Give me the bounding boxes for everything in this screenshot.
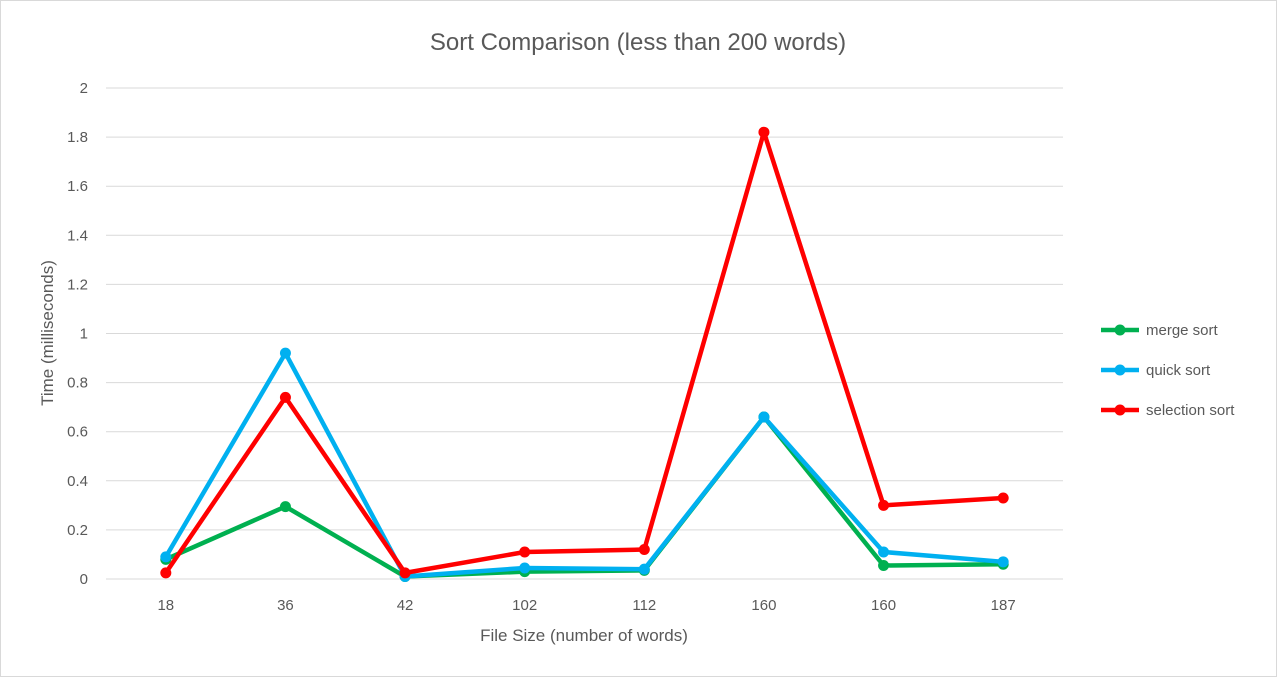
data-point bbox=[758, 126, 770, 138]
chart-title: Sort Comparison (less than 200 words) bbox=[430, 29, 846, 56]
x-tick-label: 42 bbox=[397, 597, 414, 614]
data-point bbox=[878, 559, 890, 571]
y-tick-label: 0.2 bbox=[67, 522, 88, 539]
gridlines bbox=[106, 87, 1063, 580]
legend-item: selection sort bbox=[1101, 402, 1235, 419]
y-tick-label: 0.6 bbox=[67, 424, 88, 441]
data-point bbox=[279, 347, 291, 359]
x-tick-label: 160 bbox=[871, 597, 896, 614]
data-point bbox=[279, 391, 291, 403]
legend-swatch-marker bbox=[1114, 324, 1126, 336]
data-point bbox=[399, 567, 411, 579]
x-tick-label: 160 bbox=[751, 597, 776, 614]
y-tick-label: 1.2 bbox=[67, 276, 88, 293]
legend: merge sort quick sort selection sort bbox=[1101, 322, 1235, 419]
data-point bbox=[878, 546, 890, 558]
y-axis-title: Time (milliseconds) bbox=[38, 260, 57, 406]
x-tick-label: 18 bbox=[157, 597, 174, 614]
legend-item: merge sort bbox=[1101, 322, 1219, 339]
y-tick-label: 1.4 bbox=[67, 227, 88, 244]
legend-swatch-marker bbox=[1114, 404, 1126, 416]
y-tick-label: 1 bbox=[80, 326, 88, 343]
y-tick-label: 0 bbox=[80, 571, 88, 588]
y-tick-label: 0.8 bbox=[67, 375, 88, 392]
series-line bbox=[163, 350, 1006, 579]
legend-label: selection sort bbox=[1146, 402, 1235, 419]
data-point bbox=[878, 499, 890, 511]
series-selection-sort bbox=[160, 126, 1009, 579]
legend-swatch-marker bbox=[1114, 364, 1126, 376]
y-tick-label: 0.4 bbox=[67, 473, 88, 490]
data-point bbox=[997, 492, 1009, 504]
series-lines bbox=[160, 126, 1009, 583]
data-point bbox=[638, 544, 650, 556]
y-tick-label: 2 bbox=[80, 80, 88, 97]
series-line bbox=[163, 414, 1006, 579]
data-point bbox=[279, 501, 291, 513]
data-point bbox=[160, 551, 172, 563]
y-tick-label: 1.8 bbox=[67, 129, 88, 146]
x-tick-label: 187 bbox=[991, 597, 1016, 614]
x-axis-title: File Size (number of words) bbox=[480, 626, 688, 645]
y-axis-ticks: 0 0.2 0.4 0.6 0.8 1 1.2 1.4 1.6 1.8 2 bbox=[67, 80, 88, 588]
data-point bbox=[519, 546, 531, 558]
legend-label: quick sort bbox=[1146, 362, 1211, 379]
legend-item: quick sort bbox=[1101, 362, 1211, 379]
x-axis-ticks: 18 36 42 102 112 160 160 187 bbox=[157, 597, 1015, 614]
legend-label: merge sort bbox=[1146, 322, 1219, 339]
x-tick-label: 112 bbox=[632, 597, 656, 614]
data-point bbox=[519, 562, 531, 574]
x-tick-label: 36 bbox=[277, 597, 294, 614]
y-tick-label: 1.6 bbox=[67, 178, 88, 195]
series-line bbox=[163, 129, 1006, 576]
data-point bbox=[638, 563, 650, 575]
x-tick-label: 102 bbox=[512, 597, 537, 614]
data-point bbox=[160, 567, 172, 579]
data-point bbox=[997, 556, 1009, 568]
data-point bbox=[758, 411, 770, 423]
